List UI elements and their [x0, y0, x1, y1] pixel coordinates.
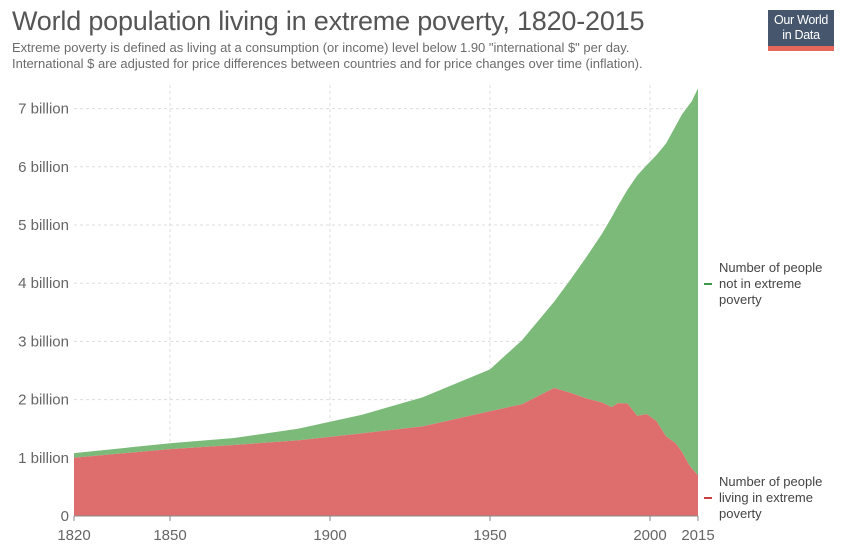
- y-tick-label-2: 2 billion: [18, 392, 69, 409]
- logo-line-1: Our World: [773, 13, 829, 27]
- x-tick-label-1950: 1950: [473, 527, 506, 544]
- legend-label-poor-1: Number of people: [719, 474, 823, 489]
- chart-title: World population living in extreme pover…: [12, 6, 645, 36]
- legend-label-not-poor-1: Number of people: [719, 260, 823, 275]
- area-living-in-extreme-poverty: [74, 387, 698, 516]
- our-world-in-data-logo[interactable]: Our World in Data: [768, 10, 834, 51]
- legend-label-poor-3: poverty: [719, 506, 762, 521]
- x-tick-label-1850: 1850: [153, 527, 186, 544]
- x-tick-label-2000: 2000: [633, 527, 666, 544]
- legend-swatch-poor: [704, 497, 712, 499]
- legend-swatch-not-poor: [704, 283, 712, 285]
- area-not-in-extreme-poverty: [74, 88, 698, 476]
- y-tick-label-1: 1 billion: [18, 450, 69, 467]
- legend-label-poor-2: living in extreme: [719, 490, 813, 505]
- y-tick-label-0: 0: [61, 508, 69, 525]
- y-tick-label-3: 3 billion: [18, 333, 69, 350]
- y-tick-label-7: 7 billion: [18, 101, 69, 118]
- chart-subtitle: Extreme poverty is defined as living at …: [12, 40, 643, 72]
- subtitle-line-2: International $ are adjusted for price d…: [12, 56, 643, 71]
- subtitle-line-1: Extreme poverty is defined as living at …: [12, 40, 630, 55]
- x-tick-label-1900: 1900: [313, 527, 346, 544]
- legend-label-not-poor-3: poverty: [719, 292, 762, 307]
- legend-label-not-poor-2: not in extreme: [719, 276, 802, 291]
- logo-line-2: in Data: [782, 28, 820, 42]
- x-tick-label-1820: 1820: [57, 527, 90, 544]
- legend-item-poor[interactable]: Number of people living in extreme pover…: [704, 474, 839, 522]
- y-tick-label-4: 4 billion: [18, 275, 69, 292]
- x-tick-label-2015: 2015: [681, 527, 714, 544]
- y-tick-label-5: 5 billion: [18, 217, 69, 234]
- legend-item-not-poor[interactable]: Number of people not in extreme poverty: [704, 260, 839, 308]
- y-tick-label-6: 6 billion: [18, 159, 69, 176]
